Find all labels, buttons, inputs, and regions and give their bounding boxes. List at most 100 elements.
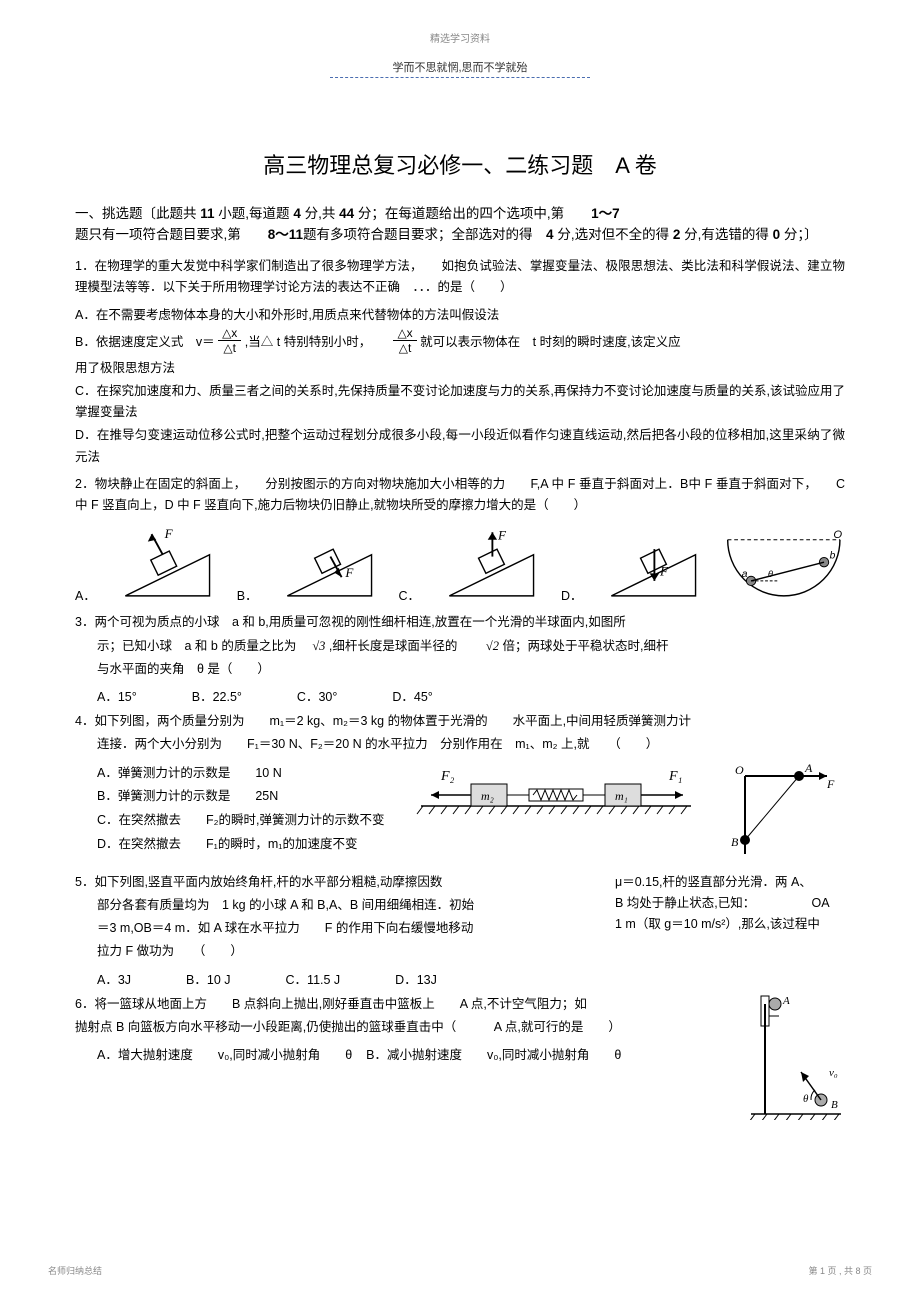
q1-opt-b-tail: 用了极限思想方法 xyxy=(75,357,845,381)
q2-diagram-b-icon: F xyxy=(278,526,381,604)
q3-stem-3: 与水平面的夹角 θ 是（ ） xyxy=(97,659,845,680)
motto-text: 学而不思就惘,思而不学就殆 xyxy=(75,59,845,75)
num: 11 xyxy=(200,206,214,221)
q4-opt-d: D．在突然撤去 F₁的瞬时，m₁的加速度不变 xyxy=(97,833,385,857)
q5-opt-a: A．3J xyxy=(97,969,131,988)
txt: 题有多项符合题目要求；全部选对的得 xyxy=(303,227,546,242)
txt: 小题,每道题 xyxy=(215,206,294,221)
frac-num: △x xyxy=(218,326,241,341)
q2-label-b: B． xyxy=(237,585,258,604)
fraction-dx-dt-2: △x △t xyxy=(393,326,416,355)
q5-r3: 1 m（取 g＝10 m/s²）,那么,该过程中 xyxy=(615,914,845,935)
svg-text:F₁: F₁ xyxy=(668,769,682,784)
q5-right-col: μ＝0.15,杆的竖直部分光滑．两 A、 B 均处于静止状态,已知： OA 1 … xyxy=(615,872,845,936)
svg-text:A: A xyxy=(804,762,813,775)
txt: 示；已知小球 a 和 b 的质量之比为 xyxy=(97,639,309,653)
svg-text:m₂: m₂ xyxy=(481,789,494,803)
svg-text:a: a xyxy=(742,570,748,581)
q2-label-a: A． xyxy=(75,585,96,604)
q3-options: A．15° B．22.5° C．30° D．45° xyxy=(97,686,845,705)
sqrt2: √2 xyxy=(486,639,499,653)
q5-rod-diagram-icon: O A F B xyxy=(727,762,837,862)
motto-underline xyxy=(330,77,590,78)
q5-l2: 部分各套有质量均为 1 kg 的小球 A 和 B,A、B 间用细绳相连．初始 xyxy=(97,895,595,916)
paper-label: A 卷 xyxy=(615,148,657,180)
q6-basketball-diagram-icon: A θ v₀ B xyxy=(745,990,845,1120)
q6-stem-1: 6．将一篮球从地面上方 B 点斜向上抛出,刚好垂直击中篮板上 A 点,不计空气阻… xyxy=(75,994,725,1015)
q4-stem-2: 连接．两个大小分别为 F₁＝30 N、F₂＝20 N 的水平拉力 分别作用在 m… xyxy=(97,734,845,755)
svg-text:A: A xyxy=(782,995,790,1007)
top-material-label: 精选学习资料 xyxy=(75,30,845,45)
txt: 倍；两球处于平稳状态时,细杆 xyxy=(503,639,669,653)
q4-opt-b: B．弹簧测力计的示数是 25N xyxy=(97,785,385,809)
footer-right: 第 1 页 , 共 8 页 xyxy=(808,1264,872,1277)
svg-text:F: F xyxy=(163,526,173,541)
svg-text:O: O xyxy=(735,763,744,777)
num: 8～11 xyxy=(268,227,303,242)
svg-text:B: B xyxy=(831,1099,838,1111)
txt: 分,有选错的得 xyxy=(680,227,772,242)
svg-text:F: F xyxy=(497,528,507,543)
q6-opt-b: B．减小抛射速度 v₀,同时减小抛射角 θ xyxy=(366,1048,621,1062)
txt: 分；在每道题给出的四个选项中,第 xyxy=(354,206,591,221)
q1-stem: 1．在物理学的重大发觉中科学家们制造出了很多物理学方法， 如抱负试验法、掌握变量… xyxy=(75,256,845,299)
q3-opt-a: A．15° xyxy=(97,686,137,705)
q5-options: A．3J B．10 J C．11.5 J D．13J xyxy=(97,969,845,988)
page-title: 高三物理总复习必修一、二练习题 xyxy=(263,148,593,180)
q5-l4: 拉力 F 做功为 （ ） xyxy=(97,941,595,962)
num: 1～7 xyxy=(591,206,620,221)
q4-stem-1: 4．如下列图，两个质量分别为 m₁＝2 kg、m₂＝3 kg 的物体置于光滑的 … xyxy=(75,711,845,732)
section-1-heading: 一、挑选题〔此题共 11 小题,每道题 4 分,共 44 分；在每道题给出的四个… xyxy=(75,204,845,246)
q5-r1: μ＝0.15,杆的竖直部分光滑．两 A、 xyxy=(615,872,845,893)
q1-opt-c: C．在探究加速度和力、质量三者之间的关系时,先保持质量不变讨论加速度与力的关系,… xyxy=(75,381,845,424)
q3-opt-c: C．30° xyxy=(297,686,337,705)
q4-spring-diagram-icon: F₂ F₁ m₂ m₁ xyxy=(411,762,701,816)
txt: 分,共 xyxy=(301,206,339,221)
num: 4 xyxy=(546,227,554,242)
q5-l3: ＝3 m,OB＝4 m．如 A 球在水平拉力 F 的作用下向右缓慢地移动 xyxy=(97,918,595,939)
q5-r2: B 均处于静止状态,已知： OA xyxy=(615,893,845,914)
txt: B．依据速度定义式 v＝ xyxy=(75,335,215,349)
txt: 分；〕 xyxy=(780,227,818,242)
q5-opt-d: D．13J xyxy=(395,969,437,988)
q3-stem-1: 3．两个可视为质点的小球 a 和 b,用质量可忽视的刚性细杆相连,放置在一个光滑… xyxy=(75,612,845,633)
q1-opt-d: D．在推导匀变速运动位移公式时,把整个运动过程划分成很多小段,每一小段近似看作匀… xyxy=(75,425,845,468)
fraction-dx-dt: △x △t xyxy=(218,326,241,355)
txt: 一、挑选题〔此题共 xyxy=(75,206,200,221)
q2-label-d: D． xyxy=(561,585,583,604)
q2-stem: 2．物块静止在固定的斜面上， 分别按图示的方向对物块施加大小相等的力 F,A 中… xyxy=(75,474,845,517)
txt: 题只有一项符合题目要求,第 xyxy=(75,227,268,242)
title-row: 高三物理总复习必修一、二练习题 A 卷 xyxy=(75,148,845,180)
q3-opt-b: B．22.5° xyxy=(192,686,242,705)
svg-text:O: O xyxy=(834,529,843,541)
q2-label-c: C． xyxy=(399,585,421,604)
num: 44 xyxy=(339,206,354,221)
q1-opt-a: A．在不需要考虑物体本身的大小和外形时,用质点来代替物体的方法叫假设法 xyxy=(75,304,845,328)
q6-opt-a: A．增大抛射速度 v₀,同时减小抛射角 θ xyxy=(97,1048,352,1062)
txt: 分,选对但不全的得 xyxy=(554,227,673,242)
svg-text:θ: θ xyxy=(768,570,773,580)
svg-text:v₀: v₀ xyxy=(829,1067,838,1079)
q2-diagram-a-icon: F xyxy=(116,526,219,604)
q2-diagram-row: A． F B． F C． F D． F a b θ xyxy=(75,526,845,604)
q3-opt-d: D．45° xyxy=(392,686,432,705)
svg-text:F: F xyxy=(659,564,669,579)
q5-opt-c: C．11.5 J xyxy=(286,969,341,988)
q4-opt-c: C．在突然撤去 F₂的瞬时,弹簧测力计的示数不变 xyxy=(97,809,385,833)
svg-text:m₁: m₁ xyxy=(615,789,628,803)
q5-wrap: μ＝0.15,杆的竖直部分光滑．两 A、 B 均处于静止状态,已知： OA 1 … xyxy=(75,872,845,963)
svg-text:F: F xyxy=(344,566,354,581)
q2-diagram-c-icon: F xyxy=(440,526,543,604)
q5-left-col: 5．如下列图,竖直平面内放始终角杆,杆的水平部分粗糙,动摩擦因数 部分各套有质量… xyxy=(75,872,595,963)
txt: ,当△ t 特别特别小时， xyxy=(245,335,390,349)
svg-text:F₂: F₂ xyxy=(440,769,455,784)
footer-left: 名师归纳总结 xyxy=(48,1264,102,1277)
txt: 就可以表示物体在 t 时刻的瞬时速度,该定义应 xyxy=(420,335,680,349)
q1-opt-b: B．依据速度定义式 v＝ △x △t ,当△ t 特别特别小时， △x △t 就… xyxy=(75,328,845,357)
q4-figs-row: A．弹簧测力计的示数是 10 N B．弹簧测力计的示数是 25N C．在突然撤去… xyxy=(97,762,845,862)
frac-den: △t xyxy=(218,341,241,355)
svg-text:b: b xyxy=(830,551,836,562)
q4-opt-a: A．弹簧测力计的示数是 10 N xyxy=(97,762,385,786)
q5-l1: 5．如下列图,竖直平面内放始终角杆,杆的水平部分粗糙,动摩擦因数 xyxy=(75,872,595,893)
svg-text:B: B xyxy=(731,835,739,849)
